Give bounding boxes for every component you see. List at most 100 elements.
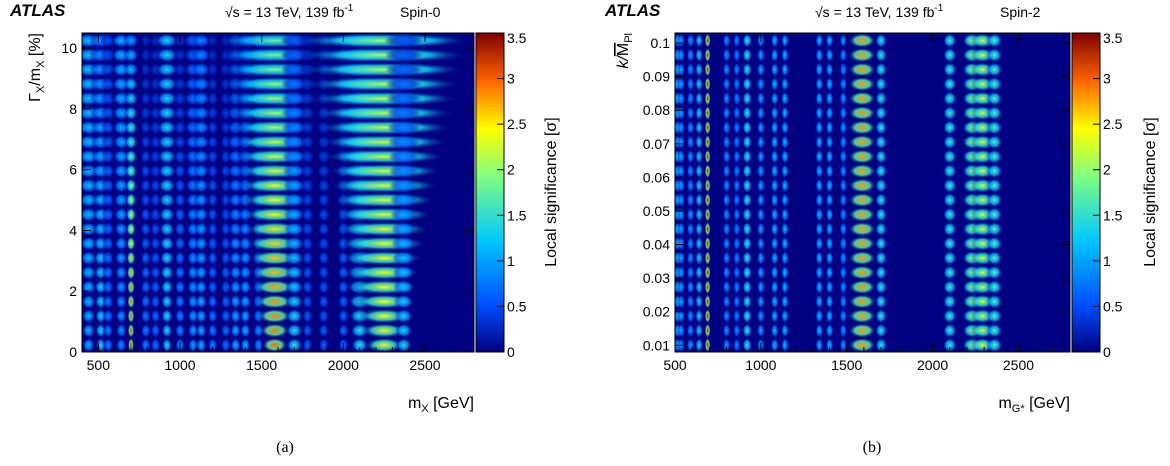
heatmap-cell [695,323,704,339]
heatmap-cell [149,134,162,150]
heatmap-cell [742,265,753,281]
heatmap-cell [732,47,741,63]
heatmap-cell [825,47,834,63]
heatmap-cell [770,163,779,179]
heatmap-cell [756,76,765,92]
heatmap-cell [875,279,888,295]
heatmap-cell [770,207,779,223]
heatmap-peak [732,33,741,352]
heatmap-peak [206,33,219,352]
heatmap-cell [848,91,877,107]
x-tick-label: 1000 [745,357,776,373]
heatmap-cell [780,265,789,281]
heatmap-cell [191,47,211,63]
heatmap-cell [284,221,305,237]
heatmap-cell [839,62,848,78]
heatmap-cell [986,294,1003,310]
heatmap-cell [770,120,779,136]
heatmap-cell [229,279,242,295]
heatmap-cell [325,163,444,179]
heatmap-cell [282,163,306,179]
heatmap-cell [677,178,686,194]
heatmap-cell [150,337,161,352]
heatmap-cell [174,207,186,223]
heatmap-cell [825,294,834,310]
heatmap-cell [695,308,704,324]
heatmap-cell [150,236,161,252]
heatmap-cell [770,33,779,49]
heatmap-cell [986,250,1003,266]
heatmap-cell [695,250,704,266]
colorbar-tick-label: 0.5 [1103,298,1123,314]
heatmap-cell [302,308,313,324]
heatmap-cell [770,192,779,208]
panel-caption: (b) [863,439,882,456]
heatmap-cell [155,33,179,49]
panel-spin2: ATLAS √s = 13 TeV, 139 fb-1 Spin-2 500 10… [604,1,1159,456]
heatmap-cell [220,207,232,223]
heatmap-cell [386,91,422,107]
heatmap-cell [284,265,304,281]
heatmap-cell [742,294,753,310]
heatmap-cell [942,149,957,165]
heatmap-cell [140,134,152,150]
heatmap-cell [116,337,127,352]
heatmap-cell [677,236,686,252]
heatmap-cell [220,134,232,150]
heatmap-cell [686,134,695,150]
heatmap-cell [686,47,695,63]
heatmap-cell [780,236,789,252]
heatmap-cell [848,47,877,63]
heatmap-cell [149,105,162,121]
heatmap-cell [206,76,219,92]
heatmap-cell [875,149,888,165]
heatmap-cell [677,134,686,150]
heatmap-cell [191,62,211,78]
heatmap-cell [174,323,186,339]
heatmap-cell [742,221,753,237]
heatmap-cell [770,76,779,92]
x-tick-label: 1500 [246,357,277,373]
heatmap-cell [686,265,695,281]
heatmap-cell [986,163,1003,179]
heatmap-cell [722,120,731,136]
y-ticks: 0 2 4 6 8 10 [61,40,474,360]
heatmap-cell [686,221,695,237]
heatmap-cell [770,294,779,310]
heatmap-cell [174,192,186,208]
heatmap-cell [207,337,218,352]
heatmap-cell [239,308,251,324]
heatmap-cell [139,62,152,78]
heatmap-cell [780,62,789,78]
model-label: Spin-2 [1000,4,1041,20]
heatmap-cell [815,294,824,310]
heatmap-cell [722,279,731,295]
heatmap-cell [219,76,232,92]
heatmap-cell [82,265,97,281]
heatmap-cell [101,120,116,136]
heatmap-cell [770,178,779,194]
heatmap-cell [301,265,314,281]
heatmap-cell [942,279,957,295]
heatmap-cell [825,76,834,92]
heatmap-cell [113,192,129,208]
heatmap-cell [193,178,209,194]
heatmap-cell [125,192,137,208]
x-tick-label: 500 [663,357,687,373]
heatmap-cell [704,207,711,223]
colorbar-tick-label: 0 [1103,344,1111,360]
heatmap-cell [770,149,779,165]
heatmap-cell [839,279,848,295]
heatmap-cell [229,294,242,310]
heatmap-cell [321,149,447,165]
colorbar-tick-label: 2 [1103,162,1111,178]
heatmap-cell [126,250,136,266]
heatmap-cell [695,294,704,310]
heatmap-cell [825,33,834,49]
heatmap-cell [770,265,779,281]
heatmap-cell [95,323,107,339]
heatmap-cell [732,221,741,237]
heatmap-cell [140,250,151,266]
heatmap-cell [848,308,877,324]
heatmap-peak [677,33,686,352]
